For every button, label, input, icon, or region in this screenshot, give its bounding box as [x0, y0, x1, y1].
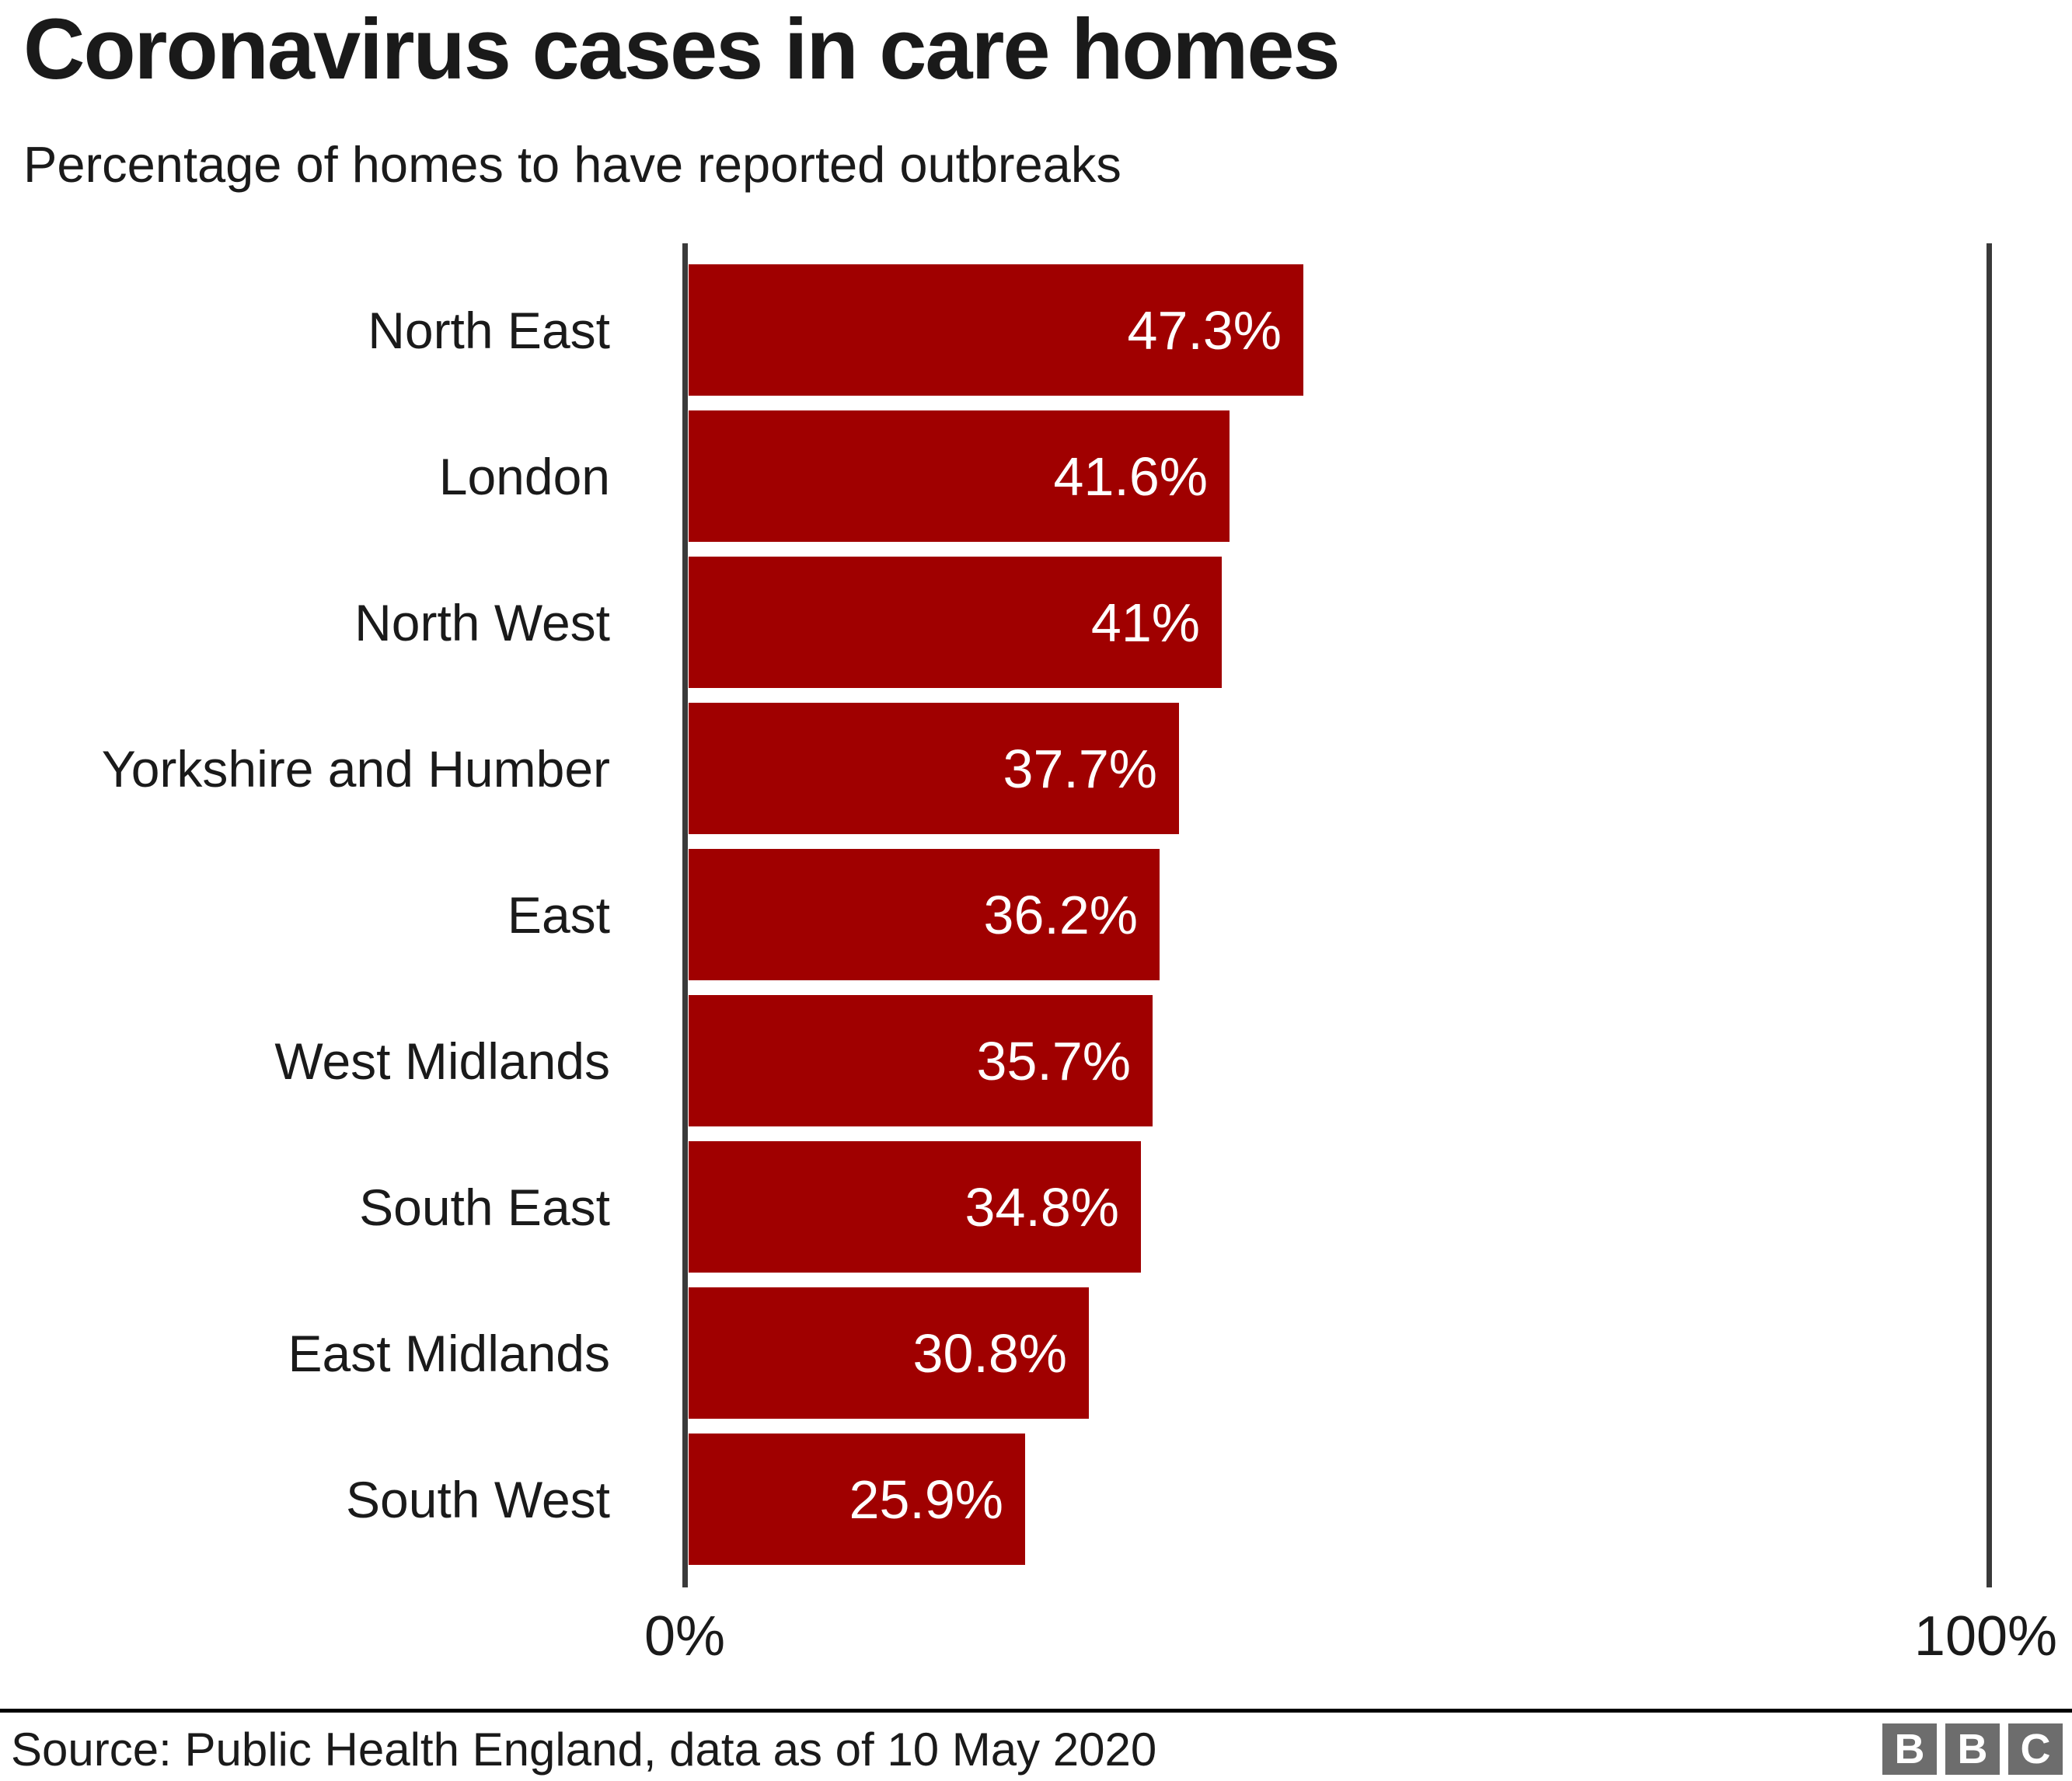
category-label-west-midlands: West Midlands: [274, 1032, 610, 1090]
bar-north-west: 41%: [689, 557, 1222, 688]
y-axis-line-right: [1987, 243, 1992, 1587]
value-label-south-east: 34.8%: [964, 1176, 1119, 1238]
category-label-yorkshire-and-humber: Yorkshire and Humber: [101, 739, 610, 798]
value-label-east: 36.2%: [983, 884, 1138, 945]
bar-south-west: 25.9%: [689, 1434, 1025, 1565]
bbc-logo: B B C: [1882, 1723, 2063, 1775]
category-label-north-west: North West: [354, 593, 610, 651]
category-label-north-east: North East: [368, 301, 610, 359]
value-label-north-east: 47.3%: [1127, 299, 1282, 361]
value-label-east-midlands: 30.8%: [912, 1322, 1067, 1384]
bbc-logo-block-2: B: [1945, 1723, 2000, 1775]
bbc-logo-block-3: C: [2008, 1723, 2063, 1775]
x-tick-label-max: 100%: [1913, 1605, 2058, 1668]
bbc-logo-block-1: B: [1882, 1723, 1937, 1775]
y-axis-line-left: [682, 243, 688, 1587]
value-label-west-midlands: 35.7%: [976, 1030, 1131, 1091]
category-label-east-midlands: East Midlands: [288, 1324, 610, 1382]
bar-east-midlands: 30.8%: [689, 1287, 1089, 1419]
value-label-yorkshire-and-humber: 37.7%: [1003, 738, 1157, 799]
value-label-south-west: 25.9%: [849, 1468, 1003, 1530]
category-label-london: London: [438, 447, 610, 505]
category-label-south-west: South West: [346, 1470, 610, 1528]
bar-east: 36.2%: [689, 849, 1160, 980]
chart-subtitle: Percentage of homes to have reported out…: [23, 136, 1121, 193]
bar-yorkshire-and-humber: 37.7%: [689, 703, 1179, 834]
bar-london: 41.6%: [689, 410, 1230, 542]
category-label-east: East: [507, 885, 610, 944]
x-tick-label-min: 0%: [644, 1605, 726, 1668]
category-label-south-east: South East: [359, 1178, 610, 1236]
bar-north-east: 47.3%: [689, 264, 1303, 396]
value-label-north-west: 41%: [1090, 592, 1200, 653]
bar-south-east: 34.8%: [689, 1141, 1141, 1273]
chart-title: Coronavirus cases in care homes: [23, 2, 1341, 97]
value-label-london: 41.6%: [1053, 445, 1208, 507]
footer-divider: [0, 1709, 2072, 1713]
bar-west-midlands: 35.7%: [689, 995, 1153, 1126]
source-text: Source: Public Health England, data as o…: [11, 1723, 1157, 1776]
